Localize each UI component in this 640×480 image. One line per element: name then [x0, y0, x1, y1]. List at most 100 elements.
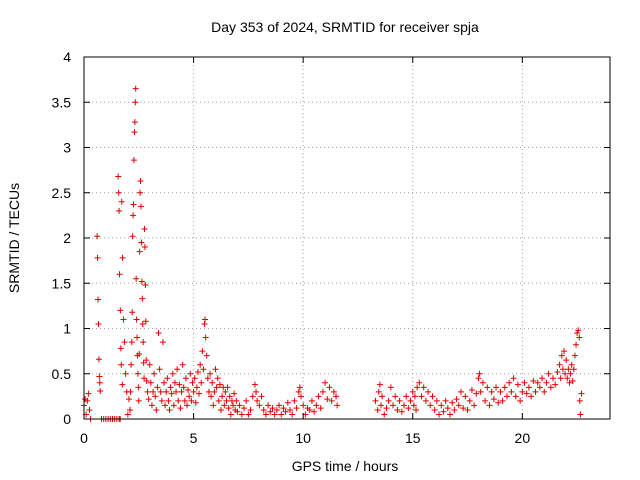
data-point: [187, 370, 194, 377]
data-point: [192, 399, 199, 406]
data-point: [570, 366, 577, 373]
data-point: [282, 408, 289, 415]
data-point: [433, 397, 440, 404]
data-point: [115, 189, 122, 196]
data-point: [410, 402, 417, 409]
data-point: [525, 384, 532, 391]
data-point: [319, 388, 326, 395]
data-point: [155, 330, 162, 337]
data-point: [545, 370, 552, 377]
data-point: [133, 316, 140, 323]
data-point: [122, 370, 129, 377]
data-point: [158, 397, 165, 404]
data-point: [308, 397, 315, 404]
data-point: [186, 393, 193, 400]
data-point: [262, 411, 269, 418]
data-point: [201, 316, 208, 323]
data-point: [199, 348, 206, 355]
data-point: [182, 375, 189, 382]
data-point: [398, 408, 405, 415]
data-point: [418, 393, 425, 400]
data-point: [116, 271, 123, 278]
data-point: [449, 399, 456, 406]
data-point: [577, 411, 584, 418]
data-point: [140, 359, 147, 366]
data-point: [457, 388, 464, 395]
data-point: [170, 402, 177, 409]
data-point: [95, 320, 102, 327]
data-point: [562, 370, 569, 377]
data-point: [193, 384, 200, 391]
data-point: [464, 406, 471, 413]
data-point: [460, 405, 467, 412]
data-point: [514, 381, 521, 388]
data-point: [97, 387, 104, 394]
y-tick-label: 1.5: [52, 275, 72, 291]
data-point: [156, 366, 163, 373]
data-point: [130, 201, 137, 208]
data-point: [296, 384, 303, 391]
x-tick-labels: 0 5 10 15 20: [80, 430, 530, 446]
data-point: [224, 384, 231, 391]
data-point: [197, 361, 204, 368]
data-point: [506, 379, 513, 386]
data-point: [322, 379, 329, 386]
data-point: [444, 405, 451, 412]
data-point: [375, 388, 382, 395]
data-point: [143, 377, 150, 384]
x-tick-label: 0: [80, 430, 88, 446]
data-point: [569, 377, 576, 384]
data-point: [390, 402, 397, 409]
data-point: [385, 397, 392, 404]
data-point: [517, 397, 524, 404]
data-point: [143, 357, 150, 364]
data-point: [552, 381, 559, 388]
data-point: [413, 406, 420, 413]
data-point: [146, 361, 153, 368]
data-point: [134, 370, 141, 377]
data-point: [208, 393, 215, 400]
data-point: [271, 411, 278, 418]
data-point: [166, 406, 173, 413]
data-point: [575, 327, 582, 334]
data-point: [179, 361, 186, 368]
data-point: [508, 388, 515, 395]
x-axis-label: GPS time / hours: [292, 458, 399, 474]
data-point: [497, 388, 504, 395]
data-point: [564, 375, 571, 382]
data-point: [328, 397, 335, 404]
data-point: [455, 402, 462, 409]
data-point: [376, 381, 383, 388]
data-point: [293, 405, 300, 412]
data-point: [127, 388, 134, 395]
data-point: [215, 397, 222, 404]
data-point: [243, 397, 250, 404]
data-point: [190, 388, 197, 395]
data-point: [571, 352, 578, 359]
data-point: [121, 339, 128, 346]
data-point: [202, 334, 209, 341]
data-point: [207, 370, 214, 377]
data-point: [541, 388, 548, 395]
data-point: [119, 381, 126, 388]
data-point: [137, 203, 144, 210]
data-point: [131, 119, 138, 126]
data-point: [576, 334, 583, 341]
data-point: [568, 361, 575, 368]
data-point: [86, 406, 93, 413]
data-point: [194, 368, 201, 375]
data-point: [284, 399, 291, 406]
data-point: [295, 388, 302, 395]
data-point: [468, 387, 475, 394]
data-point: [203, 352, 210, 359]
data-point: [217, 406, 224, 413]
x-tick-label: 15: [405, 430, 421, 446]
data-point: [503, 393, 510, 400]
data-point: [510, 375, 517, 382]
data-point: [116, 207, 123, 214]
data-point: [153, 406, 160, 413]
data-point: [306, 406, 313, 413]
data-point: [163, 388, 170, 395]
data-point: [574, 330, 581, 337]
data-point: [287, 406, 294, 413]
